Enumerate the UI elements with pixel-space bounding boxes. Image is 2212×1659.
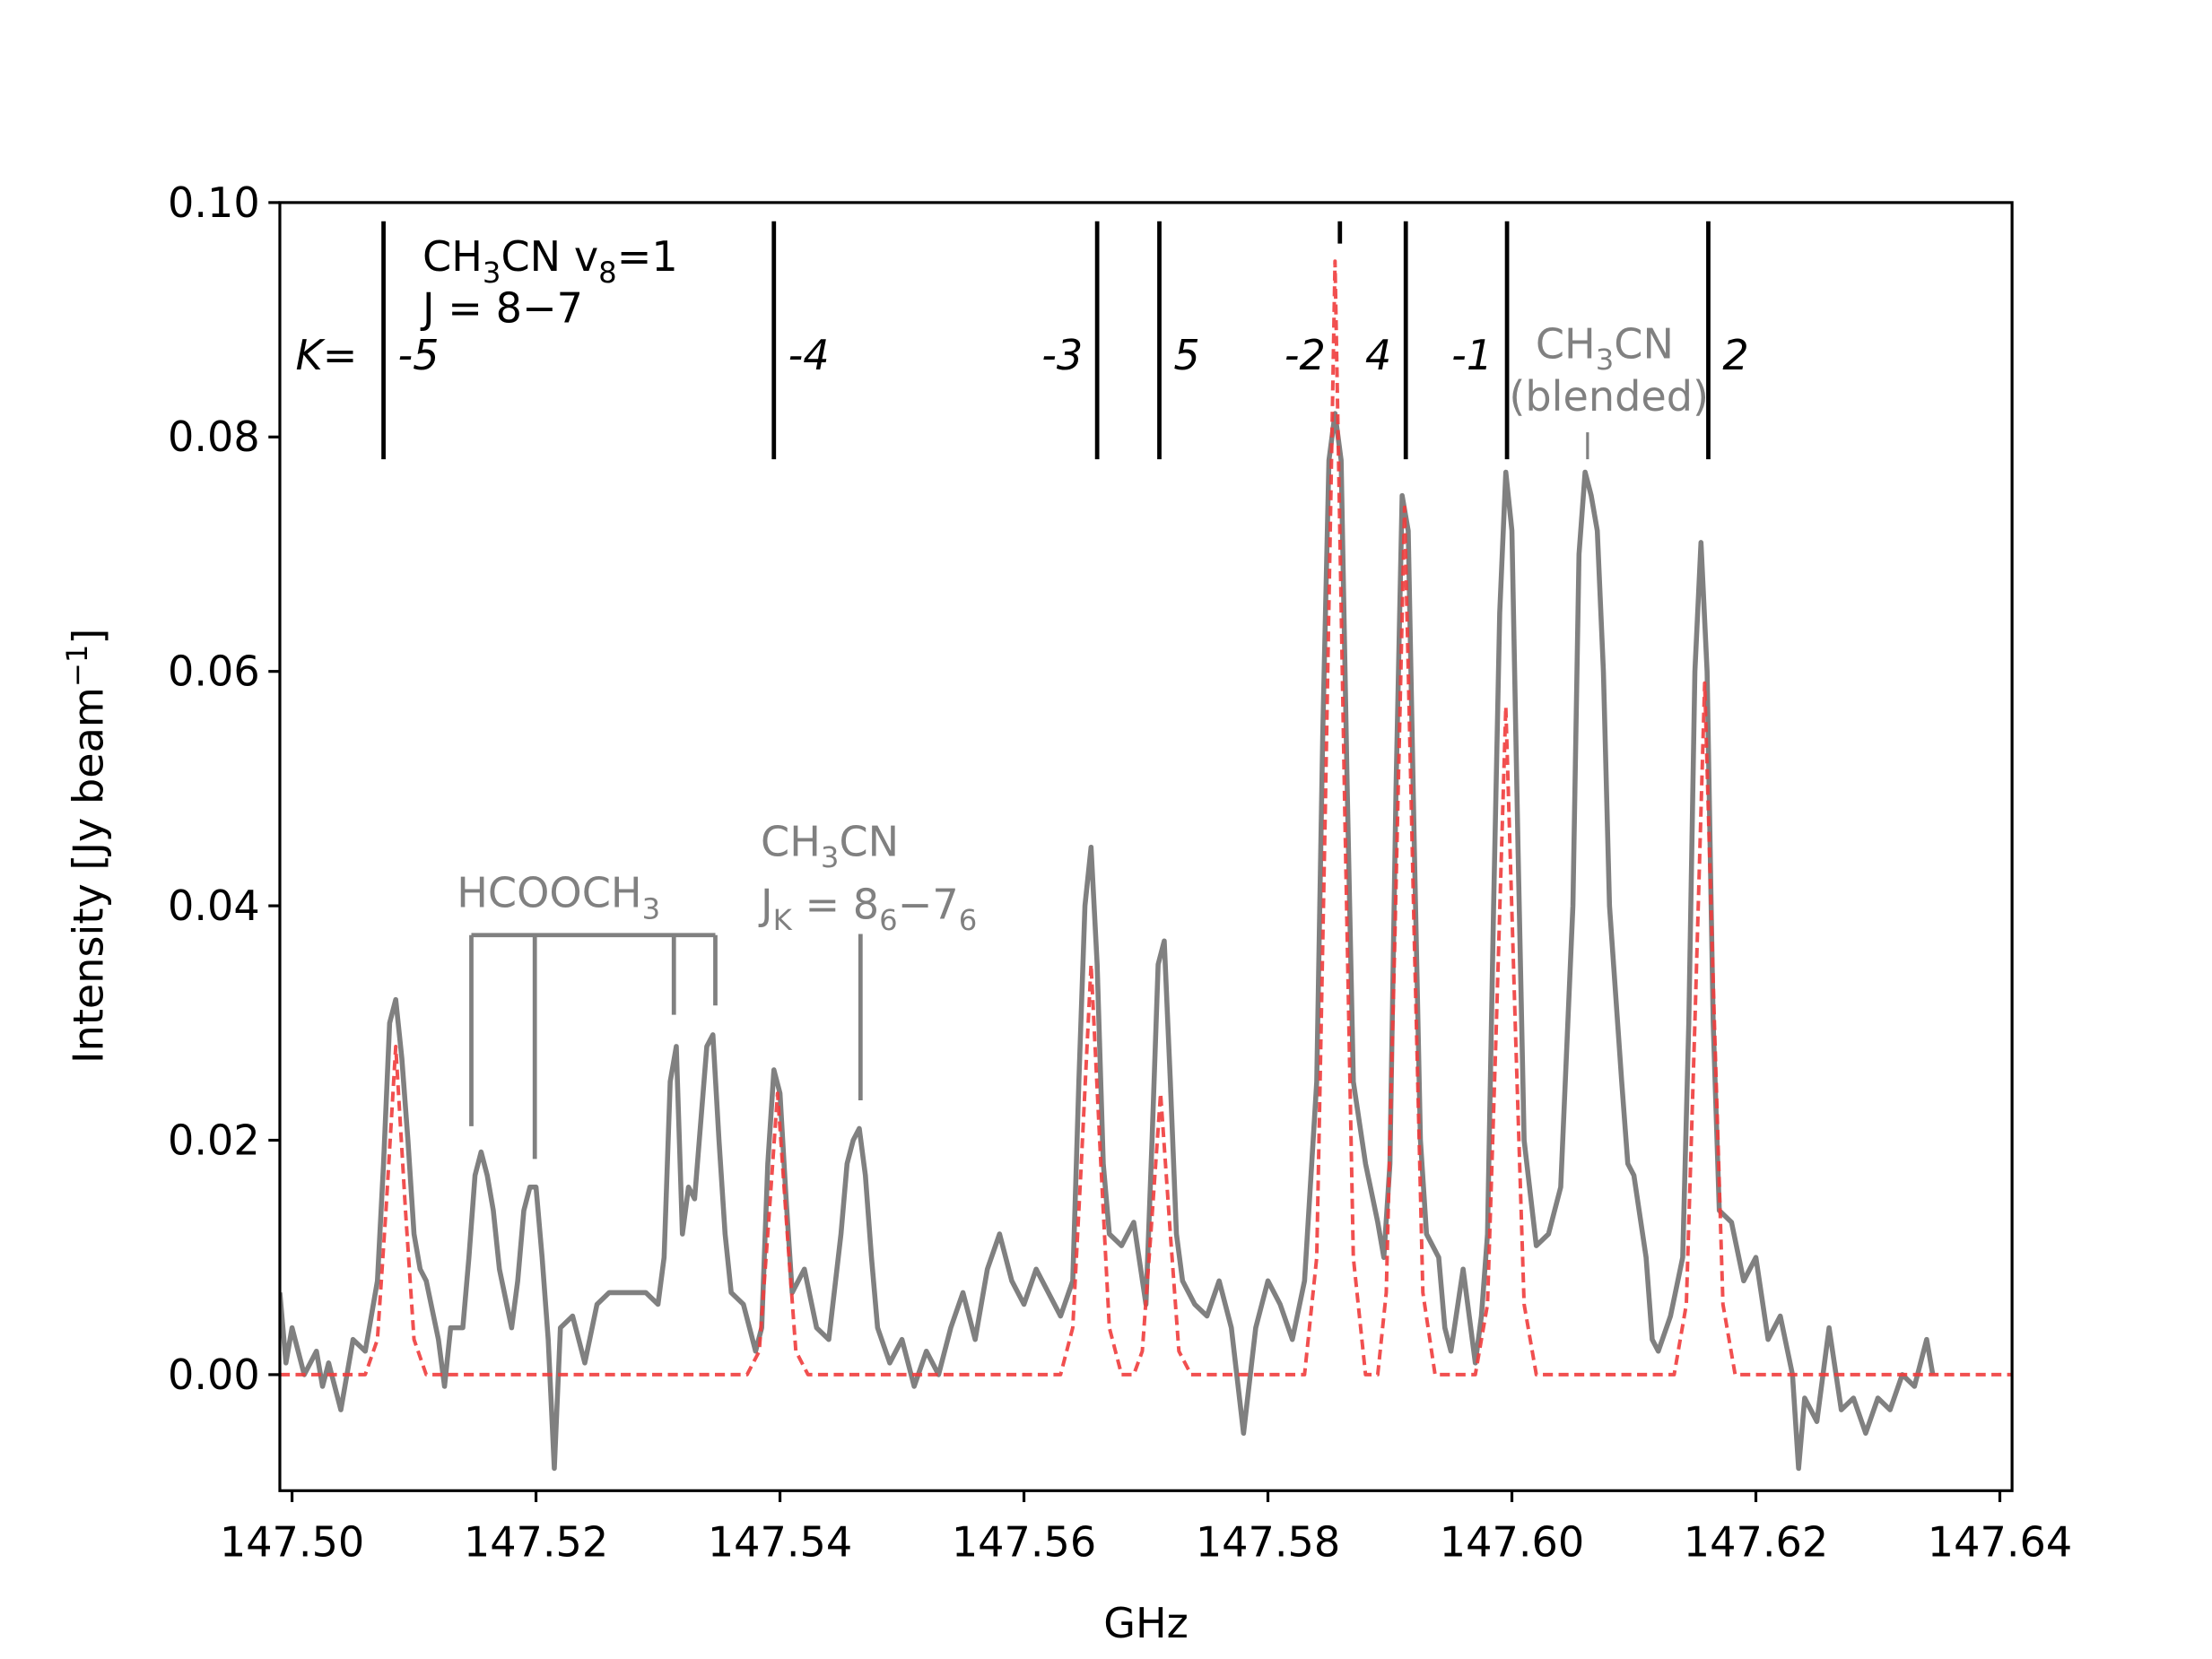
- k-label: -2: [1285, 331, 1326, 379]
- y-axis-label-part: Intensity [Jy beam: [65, 687, 113, 1064]
- ch3cn-label-part: K: [773, 903, 793, 937]
- ch3cn-label-part: 6: [959, 903, 978, 937]
- hcooch3-label: HCOOCH3: [457, 869, 660, 926]
- k-prefix: K=: [295, 331, 357, 379]
- annotation-title: J = 8−7: [420, 284, 583, 333]
- annotation-title-part: J = 8−7: [420, 284, 583, 333]
- data-line: [279, 411, 1936, 1472]
- annotation-title-part: CN v: [501, 232, 598, 281]
- k-label: -3: [1041, 331, 1083, 379]
- plot-frame: [278, 201, 2014, 1492]
- blended-label-part: CN: [1614, 319, 1674, 368]
- x-tick-label: 147.62: [1684, 1517, 1828, 1566]
- data-line: [279, 259, 2013, 1377]
- y-tick-label: 0.06: [168, 647, 260, 696]
- annotation-title-part: 8: [598, 256, 617, 290]
- annotation-title: CH3CN v8=1: [422, 232, 678, 290]
- ch3cn-label-part: CH: [761, 817, 821, 865]
- ch3cn-label-part: J: [758, 880, 773, 928]
- k-label: 4: [1365, 331, 1391, 379]
- blended-label: CH3CN: [1536, 319, 1674, 377]
- k-label: 5: [1173, 331, 1199, 379]
- y-tick-label: 0.04: [168, 882, 260, 930]
- x-tick-label: 147.56: [952, 1517, 1096, 1566]
- y-axis-label-part: ]: [65, 629, 113, 645]
- annotation-title-part: CH: [422, 232, 483, 281]
- y-tick-label: 0.02: [168, 1116, 260, 1164]
- ch3cn-label-part: −7: [898, 880, 959, 928]
- ch3cn-label: CH3CN: [761, 817, 899, 874]
- hcooch3-label-part: 3: [642, 891, 661, 925]
- ch3cn-label: JK = 86−76: [758, 880, 977, 937]
- y-tick-label: 0.10: [168, 178, 260, 227]
- y-tick-label: 0.00: [168, 1351, 260, 1399]
- y-axis-label-part: −1: [60, 645, 94, 688]
- ch3cn-label-part: 3: [821, 840, 840, 874]
- x-tick-label: 147.64: [1928, 1517, 2072, 1566]
- k-label: -1: [1451, 331, 1493, 379]
- k-label: 2: [1722, 331, 1748, 379]
- x-tick-label: 147.50: [220, 1517, 364, 1566]
- k-label: -4: [788, 331, 830, 379]
- blended-label-part: 3: [1596, 343, 1615, 377]
- annotation-title-part: =1: [617, 232, 678, 281]
- k-label: -5: [397, 331, 439, 379]
- annotation-title-part: 3: [483, 256, 501, 290]
- y-axis-label: Intensity [Jy beam−1]: [60, 629, 112, 1064]
- x-tick-label: 147.60: [1440, 1517, 1584, 1566]
- hcooch3-label-part: HCOOCH: [457, 869, 641, 917]
- x-tick-label: 147.52: [464, 1517, 608, 1566]
- x-tick-label: 147.54: [708, 1517, 852, 1566]
- ch3cn-label-part: 6: [879, 903, 898, 937]
- y-tick-label: 0.08: [168, 413, 260, 461]
- ch3cn-label-part: CN: [839, 817, 899, 865]
- x-tick-label: 147.58: [1196, 1517, 1340, 1566]
- blended-label-part: CH: [1536, 319, 1596, 368]
- blended-note: (blended): [1509, 372, 1709, 421]
- ch3cn-label-part: = 8: [792, 880, 879, 928]
- x-axis-label: GHz: [1103, 1599, 1189, 1647]
